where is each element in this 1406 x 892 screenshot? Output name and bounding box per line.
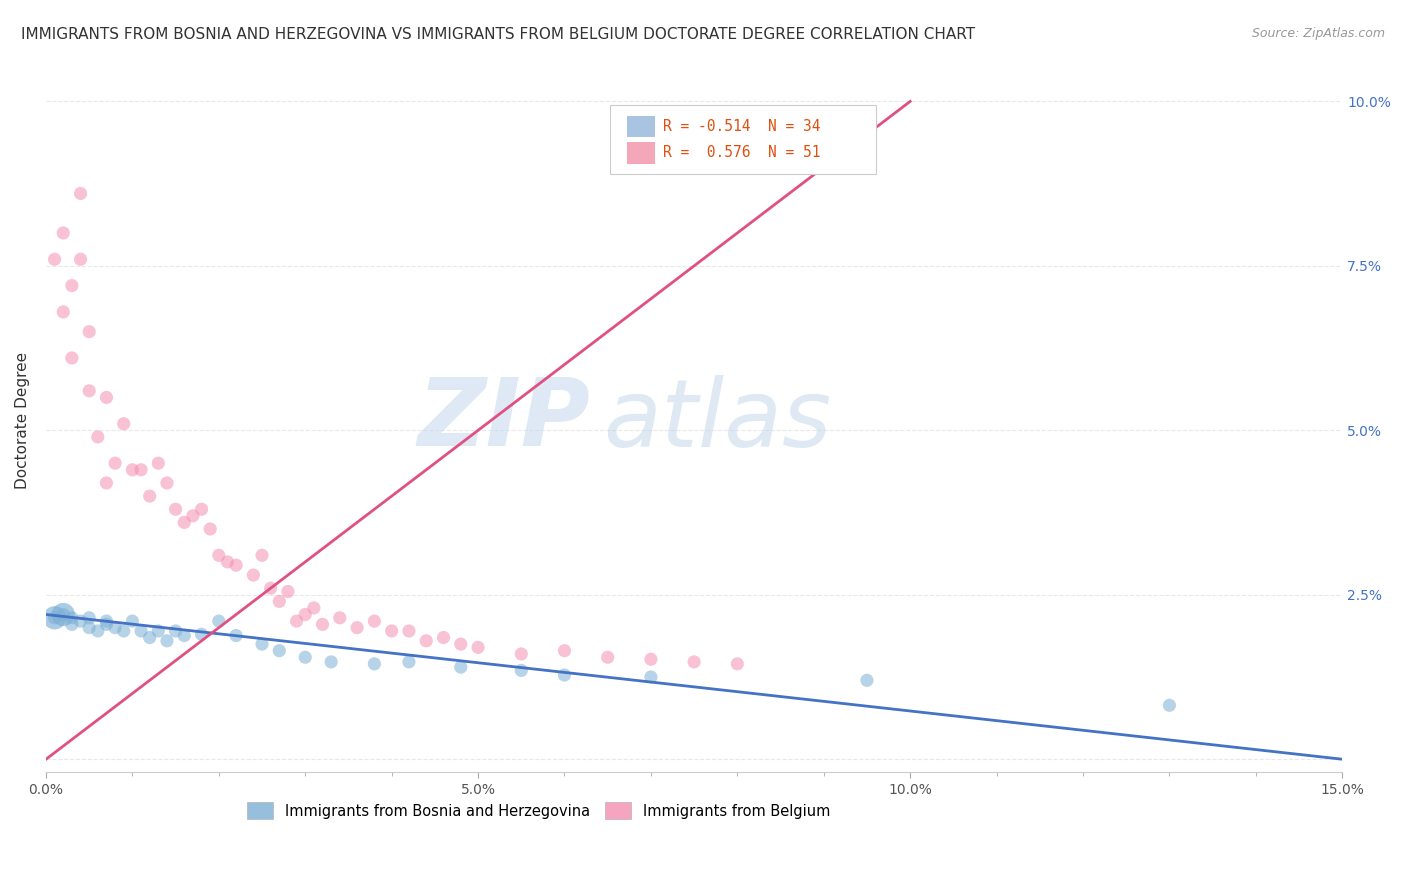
Point [112, 417, 135, 431]
Point [596, 650, 619, 665]
Point [683, 655, 706, 669]
Point [269, 643, 291, 657]
Y-axis label: Doctorate Degree: Doctorate Degree [15, 351, 30, 489]
Point [173, 629, 195, 643]
Point [96, 391, 118, 405]
FancyBboxPatch shape [610, 105, 876, 174]
Point [242, 568, 264, 582]
Point [363, 657, 385, 671]
Point [450, 660, 472, 674]
Point [285, 614, 308, 628]
Text: ZIP: ZIP [418, 375, 591, 467]
Point [44, 252, 66, 267]
Text: Source: ZipAtlas.com: Source: ZipAtlas.com [1251, 27, 1385, 40]
Point [553, 643, 575, 657]
Point [69, 252, 91, 267]
Point [225, 629, 247, 643]
Point [69, 186, 91, 201]
Point [148, 624, 170, 638]
Point [269, 594, 291, 608]
Point [217, 555, 239, 569]
Point [294, 650, 316, 665]
Point [87, 430, 110, 444]
Point [96, 617, 118, 632]
Point [1159, 698, 1181, 713]
Point [277, 584, 299, 599]
Point [165, 502, 187, 516]
Point [52, 607, 75, 622]
Text: atlas: atlas [603, 375, 831, 466]
Point [398, 655, 420, 669]
Legend: Immigrants from Bosnia and Herzegovina, Immigrants from Belgium: Immigrants from Bosnia and Herzegovina, … [242, 797, 835, 825]
Point [60, 611, 83, 625]
Point [60, 617, 83, 632]
Point [398, 624, 420, 638]
Point [294, 607, 316, 622]
Point [96, 475, 118, 490]
Bar [627, 143, 655, 163]
Point [165, 624, 187, 638]
Point [640, 652, 662, 666]
Point [467, 640, 489, 655]
Point [415, 633, 437, 648]
Point [510, 647, 533, 661]
Point [346, 621, 368, 635]
Point [225, 558, 247, 573]
Point [208, 614, 231, 628]
Point [96, 614, 118, 628]
Point [69, 614, 91, 628]
Point [553, 668, 575, 682]
Point [640, 670, 662, 684]
Point [60, 278, 83, 293]
Point [52, 226, 75, 240]
Point [77, 621, 100, 635]
Point [208, 549, 231, 563]
Point [856, 673, 879, 688]
Point [381, 624, 404, 638]
Point [156, 633, 179, 648]
Point [250, 637, 273, 651]
Point [44, 611, 66, 625]
Point [329, 611, 352, 625]
Point [112, 624, 135, 638]
Point [181, 508, 204, 523]
Point [725, 657, 748, 671]
Point [77, 384, 100, 398]
Point [44, 611, 66, 625]
Point [104, 621, 127, 635]
Point [198, 522, 221, 536]
Point [173, 516, 195, 530]
Point [302, 601, 325, 615]
Point [321, 655, 343, 669]
Point [190, 502, 212, 516]
Point [363, 614, 385, 628]
Point [121, 614, 143, 628]
Point [138, 631, 160, 645]
Text: IMMIGRANTS FROM BOSNIA AND HERZEGOVINA VS IMMIGRANTS FROM BELGIUM DOCTORATE DEGR: IMMIGRANTS FROM BOSNIA AND HERZEGOVINA V… [21, 27, 976, 42]
Text: R = -0.514  N = 34: R = -0.514 N = 34 [664, 119, 821, 134]
Point [129, 624, 152, 638]
Point [260, 581, 283, 595]
Point [60, 351, 83, 365]
Point [77, 325, 100, 339]
Bar [627, 116, 655, 136]
Text: R =  0.576  N = 51: R = 0.576 N = 51 [664, 145, 821, 161]
Point [450, 637, 472, 651]
Point [432, 631, 454, 645]
Point [52, 305, 75, 319]
Point [311, 617, 333, 632]
Point [250, 549, 273, 563]
Point [148, 456, 170, 470]
Point [129, 463, 152, 477]
Point [121, 463, 143, 477]
Point [190, 627, 212, 641]
Point [156, 475, 179, 490]
Point [510, 664, 533, 678]
Point [52, 607, 75, 622]
Point [104, 456, 127, 470]
Point [138, 489, 160, 503]
Point [87, 624, 110, 638]
Point [77, 611, 100, 625]
